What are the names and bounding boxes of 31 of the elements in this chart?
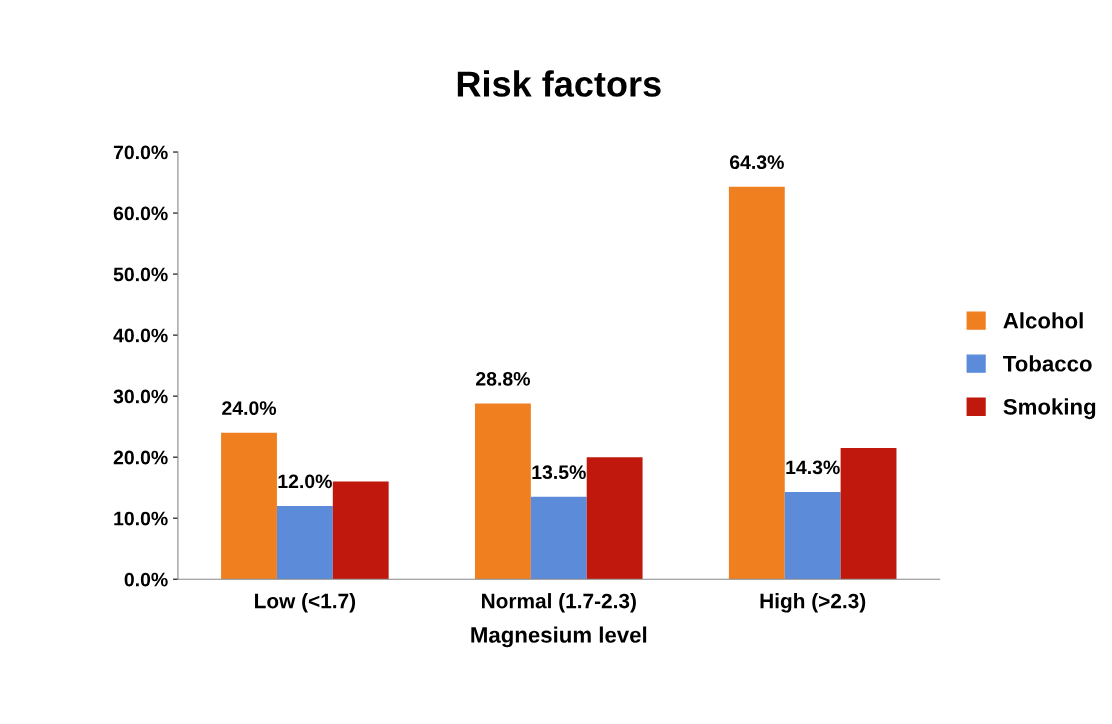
data-label: 28.8% bbox=[476, 371, 530, 386]
y-tick-label: 50.0% bbox=[113, 267, 168, 282]
x-tick-label: Normal (1.7-2.3) bbox=[482, 593, 636, 613]
bar bbox=[221, 432, 277, 580]
bar bbox=[332, 481, 389, 580]
bar bbox=[840, 448, 897, 580]
legend-label: Smoking bbox=[1003, 398, 1096, 420]
bar bbox=[474, 403, 531, 580]
legend-label: Alcohol bbox=[1003, 312, 1083, 329]
y-tick-label: 10.0% bbox=[114, 511, 168, 526]
y-tick-label: 30.0% bbox=[113, 389, 168, 404]
bar bbox=[586, 457, 643, 580]
data-label: 64.3% bbox=[729, 155, 784, 170]
y-tick-label: 70.0% bbox=[113, 145, 168, 160]
y-tick-label: 20.0% bbox=[113, 450, 168, 465]
legend-label: Tobacco bbox=[1003, 355, 1092, 372]
x-axis-title: Magnesium level bbox=[471, 626, 647, 648]
x-tick-label: Low (<1.7) bbox=[255, 593, 356, 613]
y-tick-label: 40.0% bbox=[113, 328, 168, 343]
bar bbox=[784, 491, 841, 580]
data-label: 13.5% bbox=[532, 465, 586, 480]
data-label: 14.3% bbox=[786, 460, 840, 475]
bar bbox=[728, 186, 785, 580]
y-tick-label: 0.0% bbox=[124, 572, 168, 587]
data-label: 12.0% bbox=[278, 474, 332, 489]
bar bbox=[530, 496, 587, 580]
data-label: 24.0% bbox=[222, 401, 277, 416]
x-tick-label: High (>2.3) bbox=[760, 593, 866, 613]
chart-title: Risk factors bbox=[457, 70, 661, 97]
y-tick-label: 60.0% bbox=[113, 206, 168, 221]
bar bbox=[276, 505, 333, 580]
